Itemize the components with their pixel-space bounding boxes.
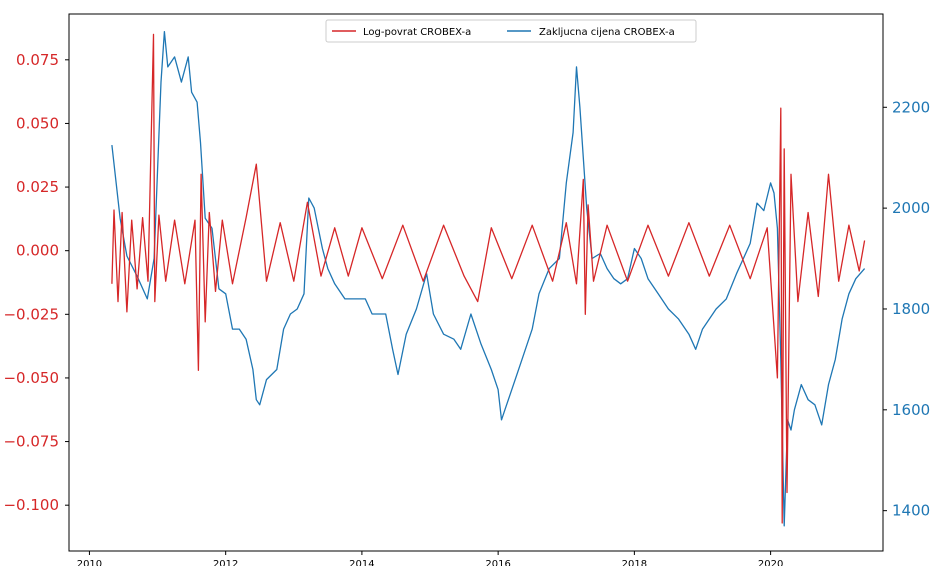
- x-axis: 2010 2012 2014 2016 2018 2020: [77, 551, 783, 566]
- y-left-tick-label: −0.075: [3, 433, 59, 451]
- y-right-tick-label: 2200: [892, 98, 930, 116]
- y-left-tick-label: 0.050: [16, 114, 59, 132]
- x-tick-label: 2014: [349, 559, 374, 566]
- y-left-tick-label: 0.025: [16, 178, 59, 196]
- series-line-returns: [111, 33, 866, 524]
- y-left-tick-label: −0.025: [3, 305, 59, 323]
- y-axis-right: 2200 2000 1800 1600 1400: [883, 98, 930, 520]
- legend-label-close: Zakljucna cijena CROBEX-a: [539, 27, 675, 38]
- y-axis-left: 0.075 0.050 0.025 0.000 −0.025 −0.050 −0.075 −0…: [3, 51, 69, 514]
- y-left-tick-label: 0.000: [16, 242, 59, 260]
- plot-frame: [68, 13, 884, 552]
- y-left-tick-label: 0.075: [16, 51, 59, 69]
- y-right-tick-label: 2000: [892, 199, 930, 217]
- y-left-tick-label: −0.100: [3, 496, 59, 514]
- legend-label-returns: Log-povrat CROBEX-a: [363, 27, 471, 38]
- x-tick-label: 2020: [758, 559, 783, 566]
- x-tick-label: 2018: [622, 559, 647, 566]
- legend: Log-povrat CROBEX-a Zakljucna cijena CRO…: [325, 19, 697, 43]
- y-right-tick-label: 1400: [892, 502, 930, 520]
- y-right-tick-label: 1800: [892, 300, 930, 318]
- y-left-tick-label: −0.050: [3, 369, 59, 387]
- x-tick-label: 2012: [213, 559, 238, 566]
- series-layer: [111, 30, 866, 527]
- x-tick-label: 2010: [77, 559, 102, 566]
- series-line-close: [111, 30, 866, 527]
- x-tick-label: 2016: [485, 559, 510, 566]
- y-right-tick-label: 1600: [892, 401, 930, 419]
- plot-area: [68, 13, 884, 552]
